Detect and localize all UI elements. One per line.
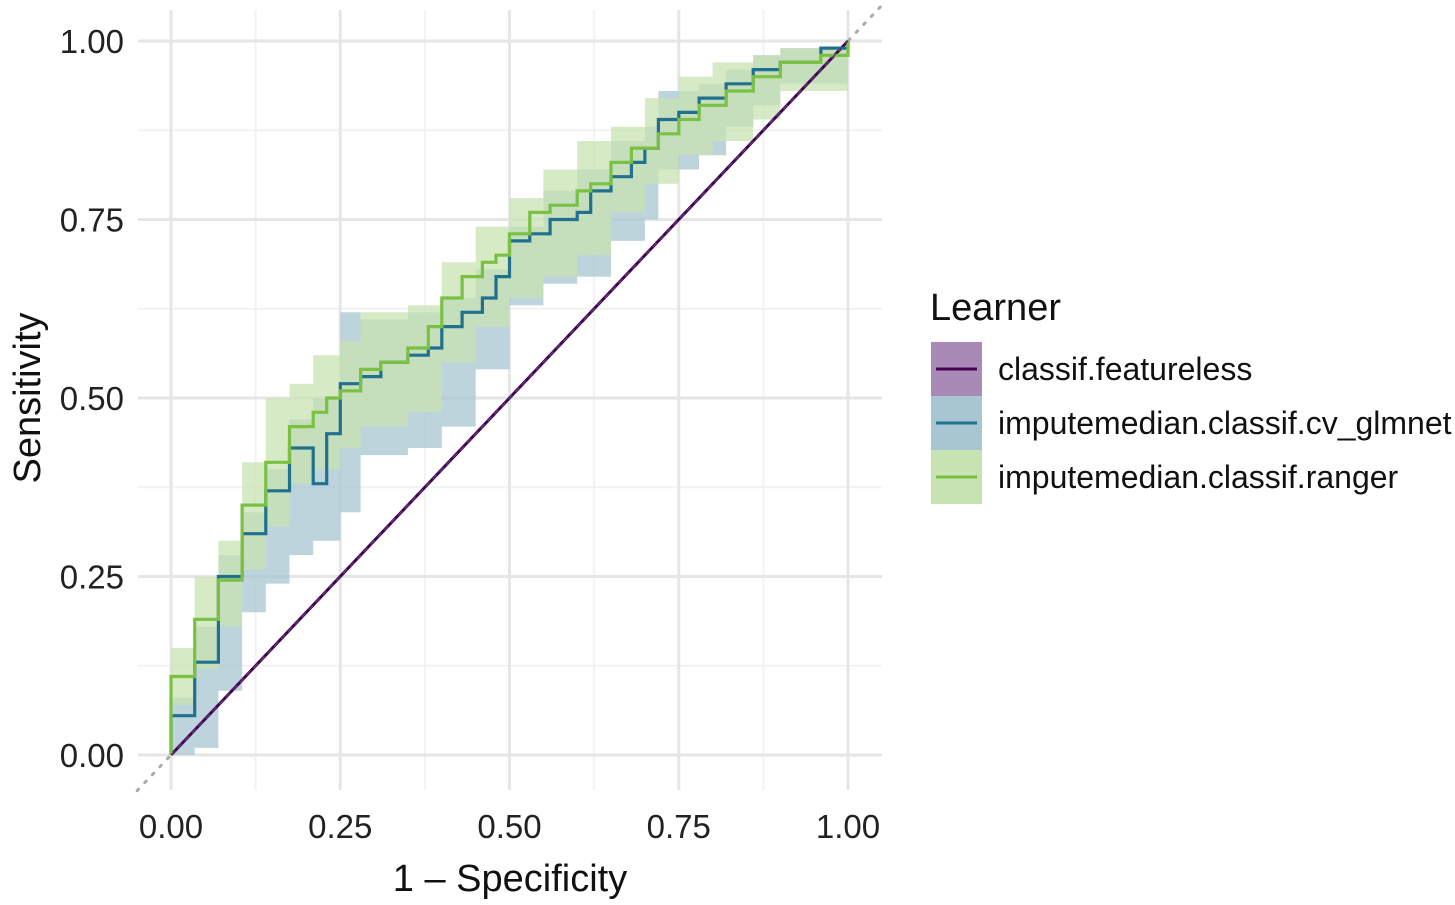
legend-label-0: classif.featureless [998, 351, 1252, 387]
x-tick-label: 0.25 [308, 808, 372, 845]
x-tick-labels: 0.00 0.25 0.50 0.75 1.00 [139, 808, 880, 845]
y-tick-label: 0.50 [60, 380, 124, 417]
x-tick-label: 0.00 [139, 808, 203, 845]
x-axis-title: 1 – Specificity [393, 858, 627, 900]
featureless-dash-overlay [170, 40, 849, 756]
y-tick-label: 0.75 [60, 202, 124, 239]
roc-lines [169, 39, 850, 757]
roc-line-2 [169, 41, 850, 755]
legend-title: Learner [930, 287, 1061, 329]
legend-label-1: imputemedian.classif.cv_glmnet [998, 405, 1452, 441]
legend: Learner classif.featureless imputemedian.… [930, 287, 1452, 504]
legend-label-2: imputemedian.classif.ranger [998, 459, 1399, 495]
confidence-band-2 [171, 41, 848, 705]
y-tick-label: 1.00 [60, 23, 124, 60]
x-tick-label: 0.75 [647, 808, 711, 845]
y-tick-label: 0.25 [60, 559, 124, 596]
y-tick-labels: 0.00 0.25 0.50 0.75 1.00 [60, 23, 124, 774]
y-axis-title: Sensitivity [7, 312, 49, 483]
x-tick-label: 1.00 [816, 808, 880, 845]
y-tick-label: 0.00 [60, 737, 124, 774]
x-tick-label: 0.50 [477, 808, 541, 845]
